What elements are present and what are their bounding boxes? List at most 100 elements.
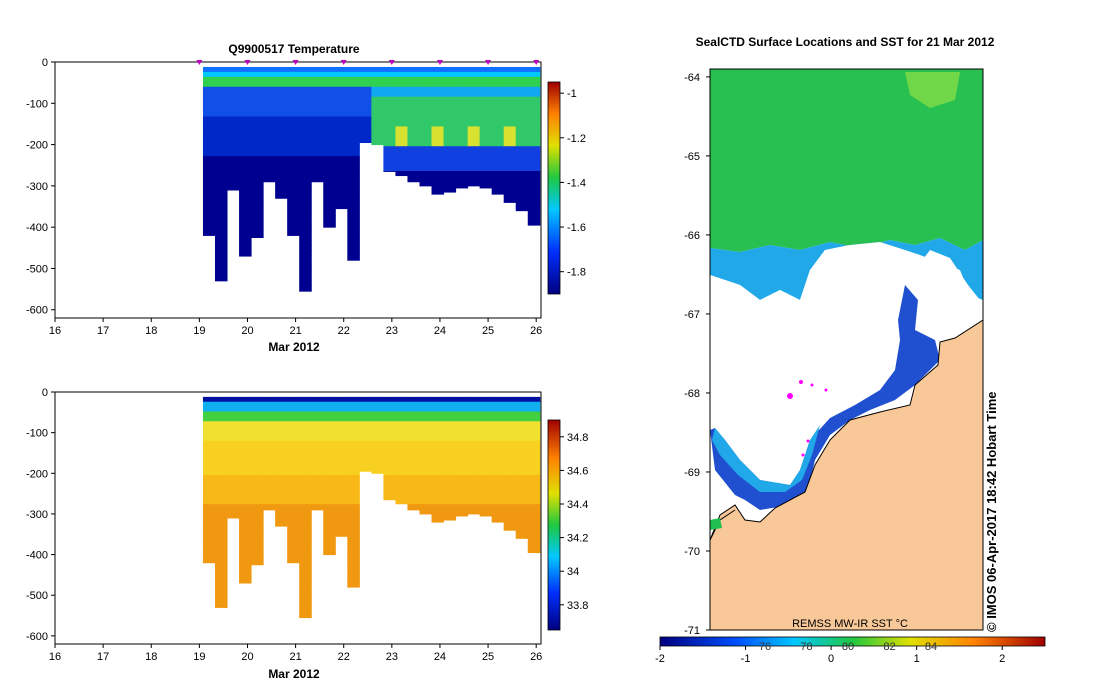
- heat-cell: [214, 121, 228, 127]
- heat-cell: [407, 470, 420, 476]
- heat-cell: [323, 166, 336, 172]
- heat-cell: [515, 470, 529, 476]
- heat-cell: [311, 121, 324, 127]
- heat-cell: [431, 518, 445, 523]
- heat-cell: [251, 171, 264, 177]
- heat-cell: [335, 513, 348, 520]
- heat-cell: [347, 562, 360, 569]
- heat-cell: [335, 494, 348, 500]
- heat-cell: [347, 552, 360, 559]
- heat-cell: [239, 235, 252, 241]
- heat-cell: [214, 126, 228, 132]
- heat-cell: [527, 136, 541, 142]
- heat-cell: [335, 450, 348, 456]
- heat-cell: [503, 116, 517, 122]
- heat-cell: [527, 91, 541, 98]
- heat-cell: [527, 538, 541, 544]
- heat-cell: [431, 190, 445, 195]
- heat-cell: [515, 175, 529, 182]
- colorbar-tick-label: 34.4: [567, 499, 588, 511]
- heat-cell: [491, 401, 505, 408]
- heat-cell: [311, 401, 324, 408]
- heat-cell: [407, 131, 420, 137]
- heat-cell: [311, 146, 324, 152]
- heat-cell: [251, 131, 264, 137]
- heat-cell: [407, 86, 420, 93]
- heat-cell: [323, 465, 336, 471]
- heat-cell: [347, 190, 360, 197]
- heat-cell: [491, 484, 505, 491]
- heat-cell: [431, 136, 445, 142]
- heat-cell: [323, 504, 336, 510]
- heat-cell: [431, 180, 445, 187]
- heat-cell: [347, 543, 360, 549]
- heat-cell: [311, 111, 324, 118]
- heat-cell: [323, 205, 336, 212]
- heat-cell: [383, 106, 396, 113]
- heat-cell: [407, 91, 420, 98]
- heat-cell: [359, 450, 372, 456]
- heat-cell: [299, 494, 312, 500]
- heat-cell: [323, 200, 336, 207]
- heat-cell: [227, 76, 240, 83]
- heat-cell: [443, 146, 457, 152]
- heat-cell: [227, 401, 240, 408]
- sst-map-panel: SealCTD Surface Locations and SST for 21…: [655, 35, 1046, 665]
- heat-cell: [455, 136, 469, 142]
- heat-cell: [227, 126, 240, 132]
- heat-cell: [335, 509, 348, 515]
- heat-cell: [251, 440, 264, 447]
- heat-cell: [443, 455, 457, 461]
- heat-cell: [479, 171, 493, 177]
- lat-tick-label: -70: [684, 546, 700, 558]
- heat-cell: [323, 161, 336, 167]
- heat-cell: [503, 175, 517, 182]
- heat-cell: [227, 411, 240, 417]
- heat-cell: [479, 465, 493, 471]
- heat-cell: [299, 611, 312, 617]
- heat-cell: [227, 426, 240, 432]
- heat-cell: [239, 106, 252, 113]
- heat-cell: [419, 81, 433, 88]
- heat-cell: [251, 450, 264, 456]
- heat-cell: [407, 111, 420, 118]
- heat-cell: [202, 455, 216, 461]
- heat-cell: [239, 557, 252, 564]
- heat-cell: [395, 401, 408, 408]
- heat-cell: [527, 190, 541, 197]
- heat-cell: [227, 474, 240, 481]
- heat-cell: [347, 513, 360, 520]
- heat-cell: [431, 465, 445, 471]
- sst-colorbar: [659, 636, 1046, 647]
- heat-cell: [455, 509, 469, 515]
- heat-cell: [371, 76, 384, 83]
- heat-cell: [287, 460, 300, 466]
- heat-cell: [311, 509, 324, 511]
- heat-cell: [239, 86, 252, 93]
- heat-cell: [214, 499, 228, 505]
- heat-cell: [335, 440, 348, 447]
- heat-cell: [299, 577, 312, 583]
- heat-cell: [287, 76, 300, 83]
- heat-cell: [227, 455, 240, 461]
- heat-cell: [287, 101, 300, 108]
- heat-cell: [407, 401, 420, 408]
- heat-cell: [287, 151, 300, 157]
- heat-cell: [214, 141, 228, 147]
- heat-cell: [431, 106, 445, 113]
- heat-cell: [335, 489, 348, 495]
- heat-cell: [323, 195, 336, 202]
- heat-cell: [214, 572, 228, 578]
- heat-cell: [251, 499, 264, 505]
- heat-cell: [347, 185, 360, 192]
- heat-cell: [263, 489, 276, 495]
- heat-cell: [275, 470, 288, 476]
- heat-cell: [455, 484, 469, 491]
- heat-cell: [299, 616, 312, 619]
- heat-cell: [383, 126, 396, 132]
- heat-cell: [467, 136, 481, 142]
- heat-cell: [383, 421, 396, 427]
- heat-cell: [347, 195, 360, 202]
- heat-cell: [239, 185, 252, 192]
- heat-cell: [299, 450, 312, 456]
